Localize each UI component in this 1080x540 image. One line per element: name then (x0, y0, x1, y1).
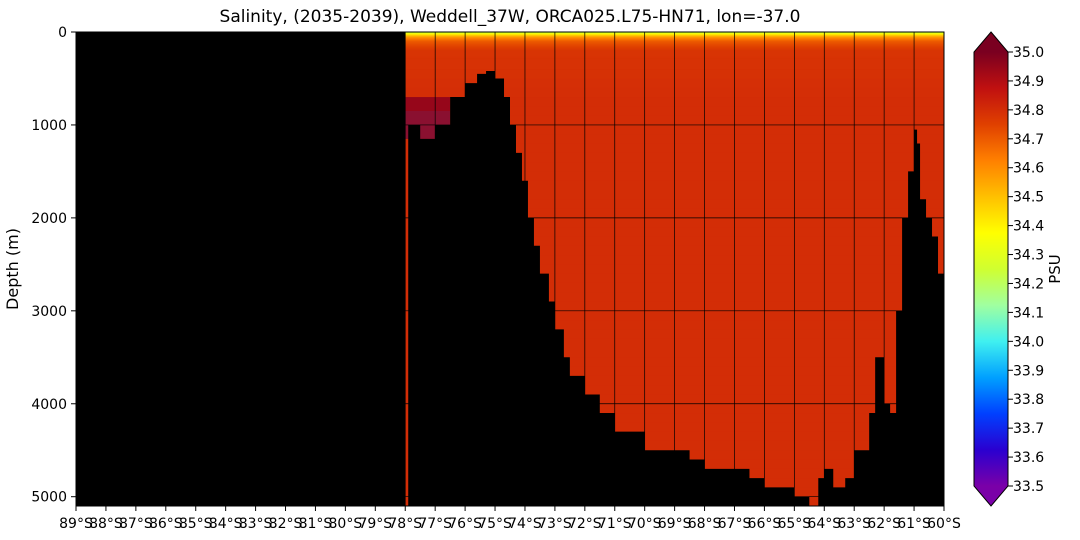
bathymetry-mask (76, 32, 944, 506)
colorbar-tick-label: 34.1 (1013, 305, 1044, 321)
colorbar-tick-label: 35.0 (1013, 45, 1044, 61)
x-tick-label: 66°S (748, 516, 782, 532)
x-tick-label: 75°S (478, 516, 512, 532)
x-tick-label: 71°S (598, 516, 632, 532)
colorbar-gradient (974, 52, 1008, 486)
colorbar-tick-label: 34.0 (1013, 334, 1044, 350)
x-tick-label: 81°S (299, 516, 333, 532)
x-tick-label: 86°S (149, 516, 183, 532)
colorbar-tick-label: 34.5 (1013, 190, 1044, 206)
x-tick-label: 60°S (927, 516, 961, 532)
y-tick-label: 0 (58, 25, 67, 41)
y-tick-label: 3000 (31, 304, 67, 320)
x-axis: 89°S88°S87°S86°S85°S84°S83°S82°S81°S80°S… (59, 506, 961, 532)
x-tick-label: 85°S (179, 516, 213, 532)
y-tick-label: 4000 (31, 397, 67, 413)
x-tick-label: 89°S (59, 516, 93, 532)
colorbar-tick-label: 33.9 (1013, 363, 1044, 379)
colorbar-tick-label: 34.3 (1013, 248, 1044, 264)
x-tick-label: 82°S (269, 516, 303, 532)
colorbar-tick-label: 34.2 (1013, 276, 1044, 292)
y-tick-label: 5000 (31, 490, 67, 506)
x-tick-label: 72°S (568, 516, 602, 532)
colorbar-tick-label: 33.5 (1013, 479, 1044, 495)
x-tick-label: 77°S (418, 516, 452, 532)
x-tick-label: 80°S (329, 516, 363, 532)
y-tick-label: 2000 (31, 211, 67, 227)
colorbar-tick-label: 33.7 (1013, 421, 1044, 437)
colorbar-tick-label: 34.6 (1013, 161, 1044, 177)
x-tick-label: 67°S (718, 516, 752, 532)
y-tick-label: 1000 (31, 118, 67, 134)
colorbar-label: PSU (1046, 254, 1064, 284)
x-tick-label: 64°S (807, 516, 841, 532)
x-tick-label: 83°S (239, 516, 273, 532)
colorbar-tick-label: 34.4 (1013, 219, 1044, 235)
colorbar-ticks: 35.0 34.9 34.8 34.7 34.6 34.5 34.4 34.3 34.2 34.1… (1008, 45, 1044, 495)
x-tick-label: 70°S (628, 516, 662, 532)
plot-frame (75, 31, 945, 507)
y-axis: 0 1000 2000 3000 4000 5000 (31, 25, 76, 506)
x-tick-label: 73°S (538, 516, 572, 532)
x-tick-label: 88°S (89, 516, 123, 532)
x-tick-label: 68°S (688, 516, 722, 532)
colorbar: 35.0 34.9 34.8 34.7 34.6 34.5 34.4 34.3 34.2 34.1… (973, 31, 1044, 507)
colorbar-min-extend (974, 486, 1008, 506)
colorbar-tick-label: 34.8 (1013, 103, 1044, 119)
x-tick-label: 62°S (867, 516, 901, 532)
colorbar-max-extend (974, 32, 1008, 52)
x-tick-label: 63°S (837, 516, 871, 532)
x-tick-label: 84°S (209, 516, 243, 532)
colorbar-tick-label: 34.7 (1013, 132, 1044, 148)
x-tick-label: 69°S (658, 516, 692, 532)
x-tick-label: 79°S (358, 516, 392, 532)
colorbar-tick-label: 33.8 (1013, 392, 1044, 408)
x-tick-label: 87°S (119, 516, 153, 532)
colorbar-tick-label: 33.6 (1013, 450, 1044, 466)
colorbar-tick-label: 34.9 (1013, 74, 1044, 90)
y-axis-label: Depth (m) (3, 228, 22, 310)
plot-area (76, 32, 944, 506)
chart-title: Salinity, (2035-2039), Weddell_37W, ORCA… (220, 7, 801, 27)
x-tick-label: 76°S (448, 516, 482, 532)
x-tick-label: 61°S (897, 516, 931, 532)
x-tick-label: 65°S (777, 516, 811, 532)
x-tick-label: 74°S (508, 516, 542, 532)
x-tick-label: 78°S (388, 516, 422, 532)
